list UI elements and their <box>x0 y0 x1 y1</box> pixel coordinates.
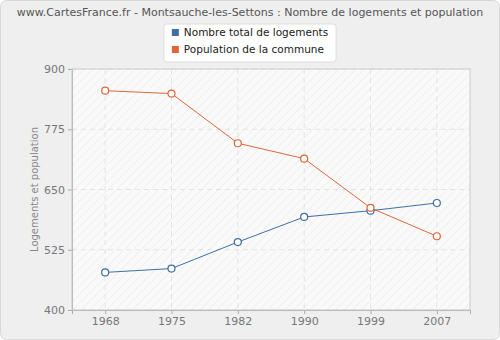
y-tick-label: 650 <box>44 184 65 197</box>
grid-line <box>237 69 238 310</box>
data-point <box>234 239 241 246</box>
data-point <box>433 199 440 206</box>
legend-label: Nombre total de logements <box>184 26 328 38</box>
data-point <box>168 265 175 272</box>
x-axis: 1968 1975 1982 1990 1999 2007 <box>73 310 471 328</box>
chart: 400 525 650 775 900 1968 1975 1982 1990 1999 2007 w… <box>0 0 500 340</box>
y-tick-mark <box>68 310 72 311</box>
data-point <box>301 155 308 162</box>
y-tick: 900 <box>44 63 72 76</box>
x-tick: 1975 <box>158 310 186 328</box>
legend: Nombre total de logements Population de l… <box>164 24 336 62</box>
y-tick-mark <box>68 250 72 251</box>
x-tick-label: 1999 <box>357 315 385 328</box>
y-tick-label: 900 <box>44 63 65 76</box>
x-tick-mark <box>371 310 372 314</box>
grid-line <box>72 129 470 130</box>
x-axis-line <box>73 311 471 315</box>
x-tick-mark <box>304 310 305 314</box>
x-tick: 1990 <box>291 310 319 328</box>
legend-box <box>164 24 336 62</box>
title: www.CartesFrance.fr - Montsauche-les-Set… <box>17 6 484 19</box>
y-tick: 650 <box>44 184 72 197</box>
data-point <box>301 213 308 220</box>
y-axis-title: Logements et population <box>29 127 40 252</box>
legend-swatch <box>172 46 179 53</box>
x-tick-label: 1975 <box>158 315 186 328</box>
grid-line <box>72 189 470 190</box>
data-point <box>234 140 241 147</box>
y-tick: 525 <box>44 244 72 257</box>
grid-line <box>370 69 371 310</box>
plot-frame <box>72 69 470 310</box>
x-tick-mark <box>238 310 239 314</box>
x-tick-label: 2007 <box>423 315 451 328</box>
y-axis: 400 525 650 775 900 <box>44 63 73 317</box>
x-tick-label: 1990 <box>291 315 319 328</box>
y-tick-mark <box>68 129 72 130</box>
y-tick-label: 525 <box>44 244 65 257</box>
series-line <box>105 91 437 237</box>
x-tick-label: 1968 <box>92 315 120 328</box>
x-tick-label: 1982 <box>224 315 252 328</box>
grid-line <box>72 249 470 250</box>
y-tick-mark <box>68 190 72 191</box>
y-tick-mark <box>68 69 72 70</box>
y-tick-label: 775 <box>44 123 65 136</box>
x-tick: 2007 <box>423 310 451 328</box>
x-tick-mark <box>437 310 438 314</box>
data-point <box>433 233 440 240</box>
series-line <box>105 203 437 272</box>
data-point <box>168 90 175 97</box>
grid-line <box>171 69 172 310</box>
x-tick-mark <box>105 310 106 314</box>
series-group <box>102 87 441 276</box>
x-tick: 1982 <box>224 310 252 328</box>
background <box>1 1 500 340</box>
x-tick: 1999 <box>357 310 385 328</box>
grid <box>72 69 470 310</box>
legend-swatch <box>172 29 179 36</box>
y-tick-label: 400 <box>44 304 65 317</box>
y-tick: 400 <box>44 304 72 317</box>
x-tick: 1968 <box>92 310 120 328</box>
x-tick-mark <box>172 310 173 314</box>
y-tick: 775 <box>44 123 72 136</box>
grid-line <box>436 69 437 310</box>
grid-line <box>304 69 305 310</box>
legend-label: Population de la commune <box>184 43 324 55</box>
data-point <box>367 204 374 211</box>
plot-area <box>72 69 470 310</box>
data-point <box>102 87 109 94</box>
data-point <box>102 269 109 276</box>
